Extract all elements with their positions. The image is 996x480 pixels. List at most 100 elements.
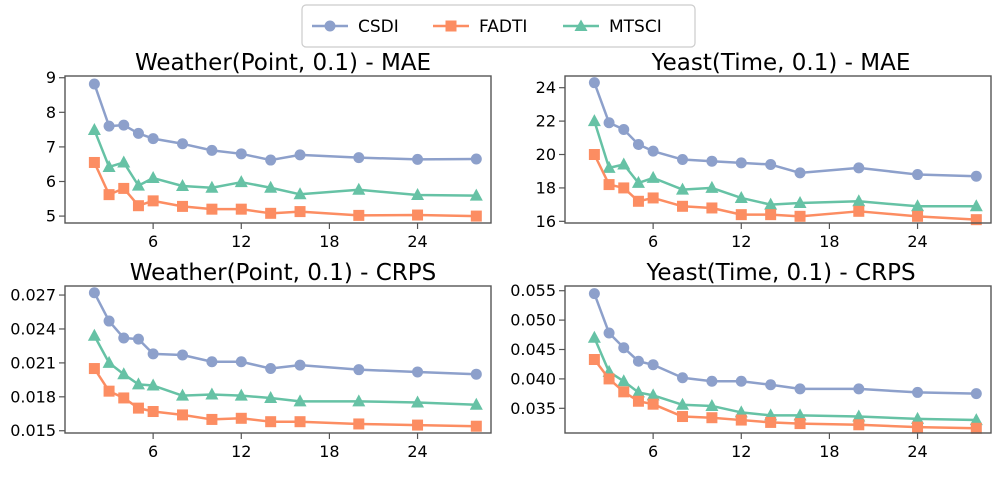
point-mtsci <box>676 397 690 410</box>
point-fadti <box>353 418 365 430</box>
y-tick-label: 0.040 <box>510 369 556 388</box>
point-mtsci <box>793 408 807 421</box>
point-mtsci <box>146 378 160 391</box>
point-csdi <box>132 333 144 345</box>
point-csdi <box>794 167 806 179</box>
axes-frame <box>564 75 992 224</box>
point-mtsci <box>852 194 866 207</box>
point-csdi <box>765 159 777 171</box>
point-fadti <box>765 416 777 428</box>
point-mtsci <box>587 114 601 127</box>
point-csdi <box>147 133 159 145</box>
point-fadti <box>632 195 644 207</box>
legend-marker-mtsci <box>574 19 588 31</box>
point-fadti <box>265 416 277 428</box>
point-csdi <box>353 152 365 164</box>
y-tick-label: 6 <box>46 172 56 191</box>
x-tick-label: 18 <box>319 442 339 461</box>
point-mtsci <box>646 170 660 183</box>
panel-title: Weather(Point, 0.1) - MAE <box>135 50 431 76</box>
x-tick-label: 6 <box>148 442 158 461</box>
point-fadti <box>735 414 747 426</box>
point-mtsci <box>617 374 631 387</box>
point-fadti <box>588 149 600 161</box>
y-tick-label: 0.045 <box>510 340 556 359</box>
point-csdi <box>132 127 144 139</box>
point-fadti <box>706 202 718 214</box>
point-fadti <box>206 413 218 425</box>
point-csdi <box>588 77 600 89</box>
point-fadti <box>632 395 644 407</box>
point-fadti <box>794 210 806 222</box>
axes-frame <box>564 285 992 434</box>
point-fadti <box>118 392 130 404</box>
point-mtsci <box>352 394 366 407</box>
point-csdi <box>603 327 615 339</box>
point-fadti <box>265 207 277 219</box>
point-csdi <box>853 383 865 395</box>
point-csdi <box>794 383 806 395</box>
point-mtsci <box>352 182 366 195</box>
point-fadti <box>132 200 144 212</box>
axes-frame <box>64 75 492 224</box>
point-mtsci <box>293 394 307 407</box>
legend-label-mtsci: MTSCI <box>609 17 662 37</box>
point-fadti <box>706 412 718 424</box>
point-fadti <box>618 182 630 194</box>
point-csdi <box>677 154 689 166</box>
point-csdi <box>588 288 600 300</box>
point-mtsci <box>234 175 248 188</box>
x-tick-label: 12 <box>731 442 751 461</box>
point-csdi <box>294 149 306 161</box>
point-fadti <box>470 210 482 222</box>
point-fadti <box>618 386 630 398</box>
point-mtsci <box>176 178 190 191</box>
point-csdi <box>206 356 218 368</box>
point-csdi <box>618 123 630 135</box>
x-tick-label: 18 <box>319 232 339 251</box>
point-fadti <box>647 398 659 410</box>
point-fadti <box>647 192 659 204</box>
point-mtsci <box>205 180 219 193</box>
point-csdi <box>353 364 365 376</box>
y-tick-label: 0.021 <box>10 353 56 372</box>
point-csdi <box>470 368 482 380</box>
point-fadti <box>103 385 115 397</box>
point-csdi <box>294 359 306 371</box>
point-fadti <box>677 411 689 423</box>
point-mtsci <box>587 330 601 343</box>
point-mtsci <box>102 159 116 172</box>
x-tick-label: 6 <box>648 442 658 461</box>
point-csdi <box>118 332 130 344</box>
point-fadti <box>970 214 982 226</box>
panel-weather-crps: Weather(Point, 0.1) - CRPS 0.015 0.018 0.0… <box>10 260 492 461</box>
point-csdi <box>235 356 247 368</box>
legend: CSDI FADTI MTSCI <box>301 4 696 48</box>
panel-title: Weather(Point, 0.1) - CRPS <box>130 260 437 286</box>
legend-frame <box>301 4 696 48</box>
point-mtsci <box>411 395 425 408</box>
point-csdi <box>88 78 100 90</box>
point-mtsci <box>117 155 131 168</box>
point-mtsci <box>705 398 719 411</box>
point-csdi <box>765 379 777 391</box>
point-fadti <box>794 418 806 430</box>
point-fadti <box>294 206 306 218</box>
point-fadti <box>147 406 159 418</box>
x-tick-label: 12 <box>231 232 251 251</box>
point-csdi <box>912 386 924 398</box>
point-csdi <box>412 153 424 165</box>
point-fadti <box>603 179 615 191</box>
point-mtsci <box>131 178 145 191</box>
point-fadti <box>118 182 130 194</box>
point-mtsci <box>293 187 307 200</box>
legend-entry-csdi: CSDI <box>312 17 399 37</box>
legend-label-fadti: FADTI <box>479 17 527 37</box>
point-fadti <box>970 422 982 434</box>
y-tick-label: 0.055 <box>510 281 556 300</box>
y-tick-label: 9 <box>46 68 56 87</box>
y-tick-label: 16 <box>536 212 556 231</box>
y-tick-label: 8 <box>46 103 56 122</box>
legend-entry-mtsci: MTSCI <box>563 17 662 37</box>
point-mtsci <box>631 175 645 188</box>
